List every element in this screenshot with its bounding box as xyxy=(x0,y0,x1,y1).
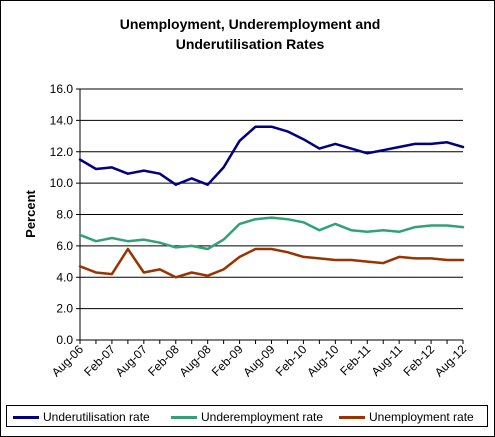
x-tick-label: Aug-11 xyxy=(369,342,406,379)
legend-label-underemployment: Underemployment rate xyxy=(201,410,324,424)
legend-swatch-unemployment xyxy=(339,416,365,419)
x-tick-label: Feb-10 xyxy=(273,342,310,379)
series-lines xyxy=(78,125,465,279)
x-tick-label: Aug-06 xyxy=(49,342,86,379)
x-tick-label: Feb-09 xyxy=(209,342,246,379)
x-tick-label: Aug-10 xyxy=(304,342,341,379)
legend: Underutilisation rate Underemployment ra… xyxy=(6,405,488,427)
y-tick-label: 0.0 xyxy=(56,333,73,347)
x-tick-label: Aug-12 xyxy=(432,342,469,379)
y-axis-label: Percent xyxy=(23,189,38,237)
x-tick-label: Aug-08 xyxy=(177,342,214,379)
chart-title-line-1: Unemployment, Underemployment and xyxy=(119,16,381,32)
x-tick-label: Feb-11 xyxy=(337,342,373,378)
legend-label-underutilisation: Underutilisation rate xyxy=(43,410,150,424)
y-tick-label: 16.0 xyxy=(50,82,74,96)
legend-swatch-underemployment xyxy=(171,416,197,419)
y-tick-label: 10.0 xyxy=(50,176,74,190)
y-tick-label: 4.0 xyxy=(56,270,73,284)
y-tick-label: 6.0 xyxy=(56,239,73,253)
series-line-0 xyxy=(78,125,465,186)
x-tick-label: Aug-07 xyxy=(113,342,150,379)
chart-title: Unemployment, Underemployment and Underu… xyxy=(60,14,440,54)
y-tick-label: 14.0 xyxy=(50,113,74,127)
x-tick-label: Aug-09 xyxy=(240,342,277,379)
x-tick-label: Feb-12 xyxy=(400,342,437,379)
y-tick-label: 8.0 xyxy=(56,208,73,222)
chart-title-line-2: Underutilisation Rates xyxy=(175,36,325,52)
series-line-1 xyxy=(78,216,465,251)
x-tick-label: Feb-08 xyxy=(145,342,182,379)
legend-swatch-underutilisation xyxy=(13,416,39,419)
x-tick-label: Feb-07 xyxy=(81,342,118,379)
y-tick-label: 2.0 xyxy=(56,302,73,316)
y-tick-label: 12.0 xyxy=(50,145,74,159)
series-line-2 xyxy=(78,247,465,279)
gridlines xyxy=(80,88,463,310)
axes xyxy=(76,88,464,344)
legend-label-unemployment: Unemployment rate xyxy=(369,410,474,424)
